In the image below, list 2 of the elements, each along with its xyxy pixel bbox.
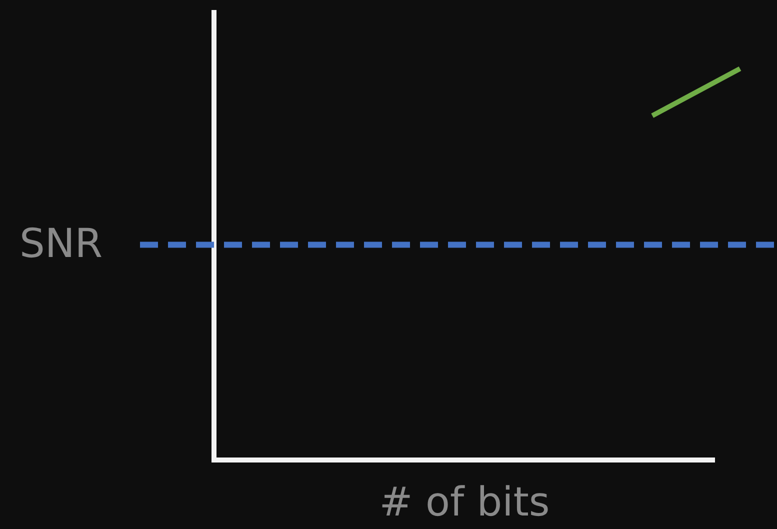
x-axis-title: # of bits bbox=[379, 479, 550, 526]
ref-line-label: SNR bbox=[19, 221, 103, 268]
